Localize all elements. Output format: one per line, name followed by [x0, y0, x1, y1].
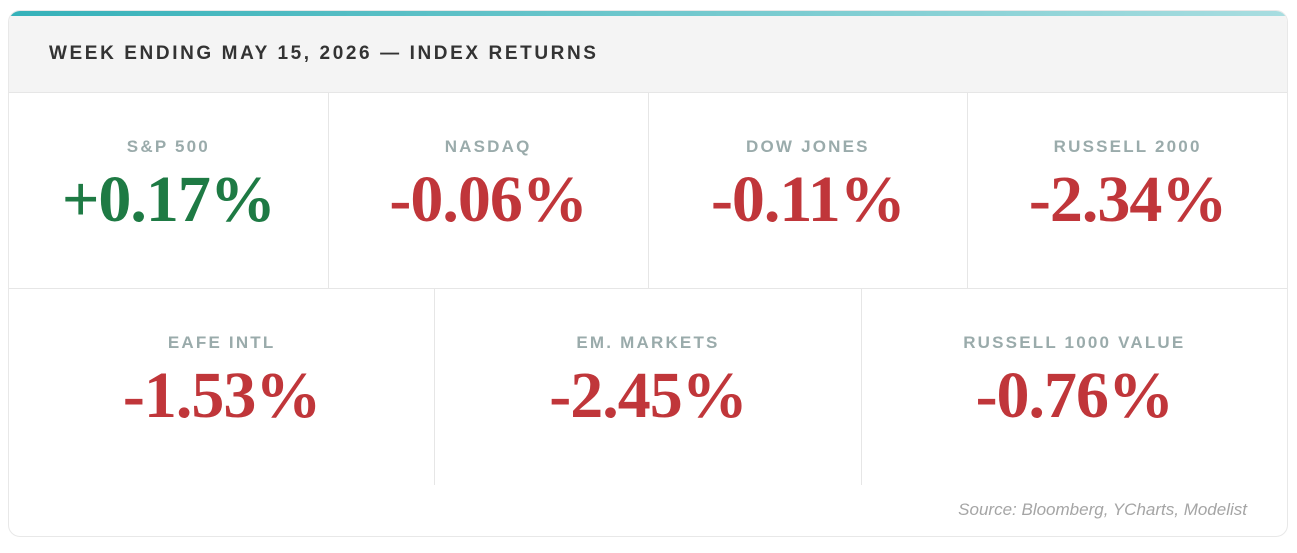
index-name: EM. MARKETS — [576, 333, 720, 352]
index-return: +0.17% — [61, 163, 276, 236]
index-tile: RUSSELL 2000 -2.34% — [968, 93, 1287, 288]
index-tile: EAFE INTL -1.53% — [9, 289, 436, 485]
source-note: Source: Bloomberg, YCharts, Modelist — [958, 500, 1247, 519]
tile-row: EAFE INTL -1.53% EM. MARKETS -2.45% RUSSELL … — [9, 289, 1287, 485]
index-name: RUSSELL 2000 — [1053, 137, 1202, 156]
index-return: -1.53% — [122, 359, 321, 432]
index-tile: RUSSELL 1000 VALUE -0.76% — [862, 289, 1287, 485]
index-return: -0.76% — [975, 359, 1174, 432]
index-return: -2.34% — [1028, 163, 1227, 236]
tile-grid: S&P 500 +0.17% NASDAQ -0.06% DOW JONES -0.11%… — [9, 93, 1287, 485]
header-title: WEEK ENDING MAY 15, 2026 — INDEX RETURNS — [49, 43, 599, 64]
index-name: DOW JONES — [746, 137, 870, 156]
index-name: EAFE INTL — [167, 333, 276, 352]
index-name: S&P 500 — [126, 137, 210, 156]
index-return: -2.45% — [549, 359, 747, 432]
index-return: -0.11% — [710, 163, 906, 236]
accent-bar — [9, 11, 1287, 16]
index-name: RUSSELL 1000 VALUE — [963, 333, 1186, 352]
returns-card: WEEK ENDING MAY 15, 2026 — INDEX RETURNS… — [8, 10, 1288, 537]
index-name: NASDAQ — [444, 137, 532, 156]
index-tile: S&P 500 +0.17% — [9, 93, 329, 288]
index-tile: NASDAQ -0.06% — [329, 93, 649, 288]
index-return: -0.06% — [389, 163, 587, 236]
header: WEEK ENDING MAY 15, 2026 — INDEX RETURNS — [9, 16, 1287, 93]
index-tile: DOW JONES -0.11% — [649, 93, 969, 288]
tile-row: S&P 500 +0.17% NASDAQ -0.06% DOW JONES -0.11%… — [9, 93, 1287, 289]
index-tile: EM. MARKETS -2.45% — [435, 289, 862, 485]
